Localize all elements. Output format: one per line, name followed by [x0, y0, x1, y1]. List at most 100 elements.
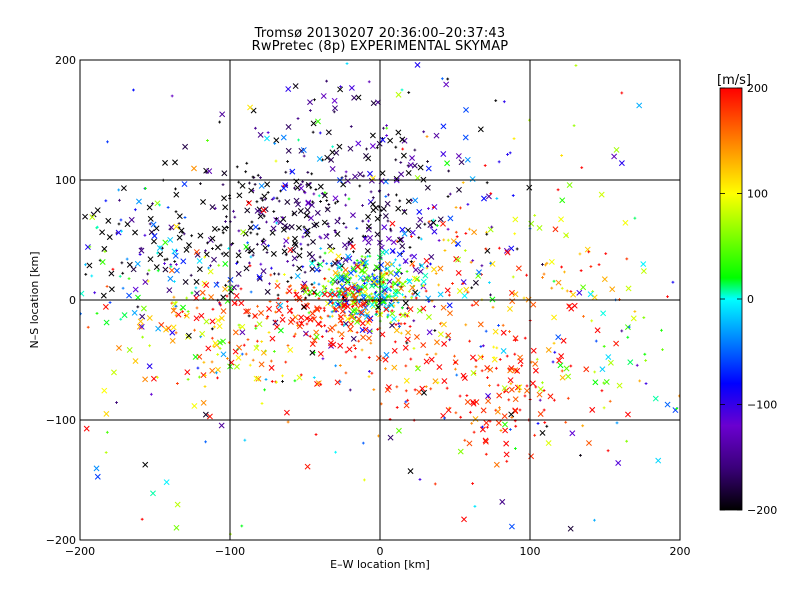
data-point [386, 219, 390, 223]
data-point [485, 398, 492, 404]
data-point [306, 170, 310, 174]
data-point [310, 120, 317, 127]
data-point [189, 273, 193, 277]
data-point [327, 247, 334, 254]
data-point [148, 222, 152, 226]
data-point [523, 336, 527, 340]
data-point [315, 118, 321, 125]
data-point [281, 380, 284, 383]
data-point [367, 80, 371, 84]
data-point [344, 315, 351, 322]
data-point [389, 289, 392, 292]
data-point [340, 282, 344, 286]
data-point [440, 123, 447, 130]
data-point [382, 126, 385, 130]
data-point [459, 206, 462, 210]
x-axis-label: E–W location [km] [330, 558, 430, 571]
data-point [311, 222, 318, 229]
data-point [473, 504, 477, 508]
data-point [88, 245, 92, 249]
data-point [442, 416, 446, 420]
data-point [146, 272, 150, 276]
data-point [366, 317, 373, 323]
data-point [344, 225, 348, 229]
data-point [448, 338, 452, 342]
data-point [385, 235, 392, 242]
data-point [209, 367, 216, 374]
data-point [296, 324, 299, 328]
data-point [374, 231, 381, 238]
data-point [86, 262, 93, 269]
data-point [501, 413, 508, 420]
data-point [174, 501, 181, 508]
data-point [470, 421, 474, 425]
data-point [261, 198, 265, 202]
data-point [246, 338, 250, 342]
data-point [402, 258, 409, 265]
data-point [445, 332, 452, 339]
data-point [173, 223, 180, 230]
data-point [431, 228, 438, 235]
data-point [472, 430, 476, 434]
data-point [304, 285, 308, 289]
data-point [175, 382, 179, 385]
data-point [216, 353, 220, 356]
data-point [206, 241, 209, 245]
data-point [261, 193, 268, 200]
data-point [406, 306, 409, 310]
data-point [255, 339, 259, 343]
data-point [320, 316, 324, 320]
data-point [470, 370, 477, 376]
data-point [470, 286, 474, 290]
data-point [406, 398, 410, 402]
data-point [121, 286, 125, 290]
data-point [167, 275, 174, 282]
data-point [354, 263, 361, 270]
data-point [410, 260, 413, 264]
data-point [325, 129, 332, 136]
data-point [618, 160, 625, 167]
data-point [389, 262, 393, 266]
data-point [340, 290, 346, 297]
data-point [221, 183, 225, 187]
data-point [80, 312, 82, 316]
data-point [293, 186, 296, 190]
data-point [174, 331, 178, 335]
data-point [101, 245, 108, 252]
data-point [580, 166, 584, 170]
data-point [313, 258, 317, 262]
data-point [512, 216, 519, 223]
data-point [361, 204, 364, 207]
data-point [119, 218, 123, 222]
data-point [327, 267, 331, 271]
data-point [244, 207, 251, 214]
data-point [386, 193, 390, 197]
data-point [318, 269, 322, 272]
data-point [399, 243, 406, 250]
data-point [362, 288, 369, 295]
data-point [374, 290, 378, 294]
data-point [492, 328, 499, 335]
data-point [395, 406, 399, 409]
data-point [572, 124, 576, 128]
data-point [142, 279, 149, 285]
data-point [305, 199, 312, 206]
data-point [235, 354, 242, 361]
data-point [319, 306, 323, 310]
data-point [83, 425, 90, 432]
data-point [239, 182, 246, 189]
data-point [419, 237, 423, 241]
data-point [357, 274, 364, 281]
data-point [587, 291, 594, 298]
data-point [499, 498, 506, 505]
data-point [517, 354, 524, 361]
x-tick-label: 200 [670, 545, 691, 558]
data-point [193, 315, 200, 322]
data-point [269, 229, 276, 236]
data-point [440, 151, 447, 157]
data-point [374, 215, 381, 222]
data-point [435, 224, 439, 227]
data-point [542, 408, 546, 412]
data-point [370, 100, 377, 107]
data-point [643, 352, 647, 356]
